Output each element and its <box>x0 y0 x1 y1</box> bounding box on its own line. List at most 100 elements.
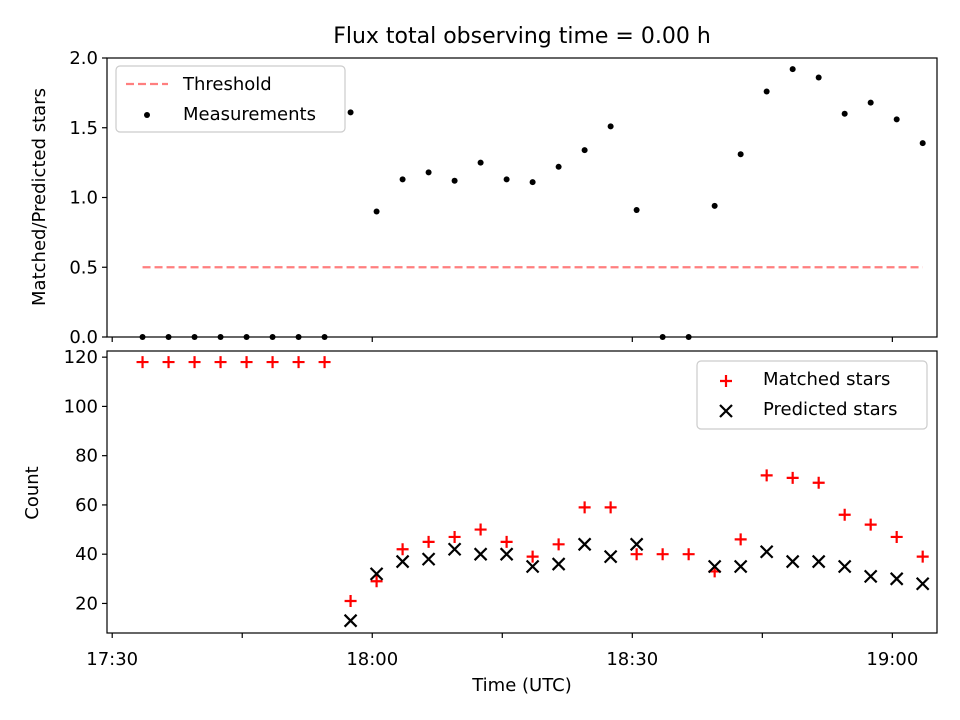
matched-star-point <box>240 356 253 369</box>
top-y-tick-label: 0.0 <box>69 327 98 348</box>
measurement-point <box>451 177 458 184</box>
matched-star-point <box>786 471 799 484</box>
bottom-x-tick-label: 18:00 <box>346 649 398 670</box>
measurement-point <box>503 176 510 183</box>
predicted-star-point <box>577 537 592 552</box>
predicted-star-point <box>733 559 748 574</box>
predicted-legend-label: Predicted stars <box>763 399 897 420</box>
top-legend: Threshold Measurements <box>115 65 346 133</box>
matched-star-point <box>318 356 331 369</box>
bottom-axes-frame <box>106 350 938 634</box>
bottom-legend: Matched stars Predicted stars <box>696 360 928 430</box>
predicted-star-point <box>369 567 384 581</box>
top-y-tick-label: 1.5 <box>69 118 98 139</box>
predicted-star-point <box>603 549 618 564</box>
matched-star-point <box>292 356 305 369</box>
measurement-point <box>737 151 744 158</box>
predicted-star-point <box>915 576 930 591</box>
matched-legend-marker <box>720 375 732 387</box>
measurement-point <box>633 207 640 214</box>
matched-star-point <box>604 501 617 514</box>
bottom-x-tick-label: 17:30 <box>86 649 138 670</box>
predicted-star-point <box>447 542 462 557</box>
x-axis-label: Time (UTC) <box>471 675 572 696</box>
measurement-point <box>841 110 848 117</box>
top-y-tick-label: 1.0 <box>69 188 98 209</box>
matched-star-point <box>734 533 747 546</box>
matched-star-point <box>188 356 201 369</box>
top-axes-ticks: 0.0 0.5 1.0 1.5 2.0 <box>69 48 893 348</box>
predicted-star-point <box>811 554 826 569</box>
matched-star-point <box>838 508 851 521</box>
top-legend-frame <box>115 65 346 133</box>
matched-star-point <box>682 548 695 561</box>
bottom-x-tick-label: 19:00 <box>866 649 918 670</box>
matched-star-point <box>370 575 383 588</box>
measurement-point <box>581 147 588 154</box>
measurement-point <box>867 99 874 106</box>
predicted-star-point <box>759 544 774 559</box>
matched-star-point <box>500 535 513 548</box>
matched-star-point <box>552 538 565 551</box>
predicted-star-point <box>499 547 514 561</box>
matched-star-point <box>656 548 669 561</box>
measurements-legend-label: Measurements <box>183 104 316 125</box>
matched-star-point <box>162 356 175 369</box>
predicted-star-point <box>707 559 722 574</box>
measurement-point <box>919 140 926 147</box>
matched-star-point <box>916 550 929 563</box>
bottom-y-tick-label: 100 <box>64 396 98 417</box>
measurement-point <box>555 163 562 170</box>
matched-star-point <box>474 523 487 536</box>
measurement-point <box>607 123 614 130</box>
predicted-star-point <box>525 559 540 574</box>
matched-star-point <box>448 530 461 543</box>
measurement-point <box>893 116 900 123</box>
bottom-y-tick-label: 120 <box>64 347 98 368</box>
predicted-star-point <box>863 569 878 584</box>
predicted-star-point <box>629 537 644 552</box>
measurement-point <box>399 176 406 183</box>
predicted-star-point <box>343 613 358 628</box>
predicted-star-point <box>785 554 800 569</box>
bottom-plot-area <box>136 356 930 628</box>
top-y-tick-label: 0.5 <box>69 257 98 278</box>
matched-star-point <box>578 501 591 514</box>
matched-star-point <box>422 535 435 548</box>
matched-star-point <box>266 356 279 369</box>
predicted-star-point <box>421 552 436 566</box>
bottom-panel: 20 40 60 80 100 120 17:30 18:00 18:30 19:00 Match… <box>64 347 938 670</box>
predicted-legend-marker <box>719 404 733 418</box>
measurement-point <box>529 179 536 186</box>
bottom-y-tick-label: 20 <box>75 593 98 614</box>
measurement-point <box>425 169 432 176</box>
matched-star-point <box>396 543 409 556</box>
threshold-legend-label: Threshold <box>182 74 272 95</box>
bottom-y-tick-label: 60 <box>75 495 98 516</box>
predicted-star-point <box>889 572 904 586</box>
top-y-axis-label: Matched/Predicted stars <box>29 88 50 306</box>
matched-star-point <box>890 530 903 543</box>
chart-title: Flux total observing time = 0.00 h <box>333 24 711 49</box>
predicted-star-point <box>395 554 410 569</box>
bottom-x-tick-label: 18:30 <box>606 649 658 670</box>
bottom-y-axis-label: Count <box>22 466 43 519</box>
bottom-y-tick-label: 80 <box>75 446 98 467</box>
measurement-point <box>347 109 354 116</box>
predicted-star-point <box>473 547 488 561</box>
bottom-axes-ticks: 20 40 60 80 100 120 17:30 18:00 18:30 19:00 <box>64 347 919 670</box>
bottom-legend-frame <box>696 360 928 430</box>
top-y-tick-label: 2.0 <box>69 48 98 69</box>
matched-star-point <box>812 476 825 489</box>
predicted-star-point <box>837 559 852 574</box>
matched-star-point <box>214 356 227 369</box>
matched-star-point <box>136 356 149 369</box>
top-panel: 0.0 0.5 1.0 1.5 2.0 Threshold Measurements <box>69 48 938 348</box>
matched-legend-label: Matched stars <box>763 369 890 390</box>
predicted-star-point <box>551 557 566 571</box>
measurement-point <box>763 88 770 95</box>
matched-star-point <box>630 548 643 561</box>
matched-star-point <box>344 594 357 607</box>
measurement-point <box>789 66 796 73</box>
